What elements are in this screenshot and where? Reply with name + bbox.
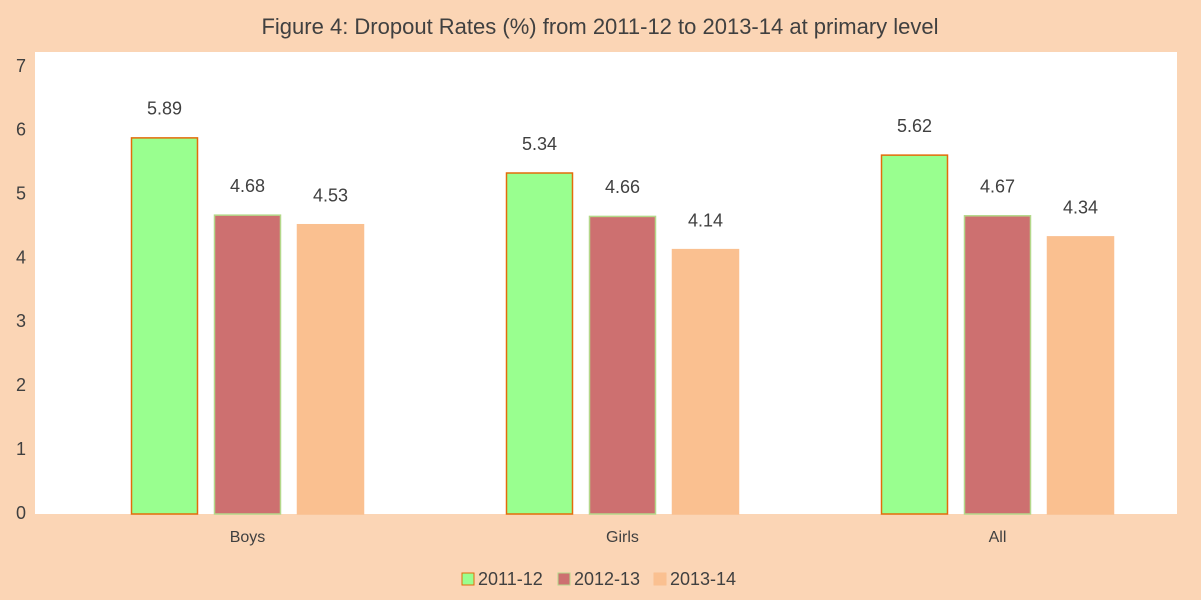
legend-label: 2013-14 <box>670 569 736 589</box>
legend-label: 2011-12 <box>478 569 543 589</box>
bar <box>963 215 1032 515</box>
data-label: 5.89 <box>147 99 182 119</box>
y-tick-label: 4 <box>16 247 26 267</box>
y-tick-label: 6 <box>16 120 26 140</box>
y-tick-label: 7 <box>16 56 26 76</box>
bar <box>671 248 740 515</box>
bar <box>296 223 365 515</box>
legend-swatch <box>557 572 571 586</box>
data-label: 4.34 <box>1063 198 1098 218</box>
bar <box>1046 236 1115 515</box>
bar <box>880 154 949 515</box>
y-tick-label: 2 <box>16 375 26 395</box>
bar <box>213 214 282 515</box>
bar <box>130 137 199 515</box>
data-label: 4.67 <box>980 177 1015 197</box>
y-tick-label: 5 <box>16 183 26 203</box>
data-label: 4.53 <box>313 185 348 205</box>
x-tick-label: All <box>989 529 1007 546</box>
legend-swatch <box>461 572 475 586</box>
y-tick-label: 0 <box>16 503 26 523</box>
data-label: 5.34 <box>522 134 557 154</box>
data-label: 4.68 <box>230 176 265 196</box>
x-tick-label: Girls <box>606 529 639 546</box>
bar <box>505 172 574 515</box>
bar <box>588 215 657 515</box>
data-label: 5.62 <box>897 116 932 136</box>
legend-swatch <box>653 572 667 586</box>
legend-label: 2012-13 <box>574 569 640 589</box>
chart-title: Figure 4: Dropout Rates (%) from 2011-12… <box>261 14 938 39</box>
y-tick-label: 3 <box>16 311 26 331</box>
x-tick-label: Boys <box>230 529 266 546</box>
data-label: 4.66 <box>605 177 640 197</box>
data-label: 4.14 <box>688 210 723 230</box>
y-tick-label: 1 <box>16 439 26 459</box>
